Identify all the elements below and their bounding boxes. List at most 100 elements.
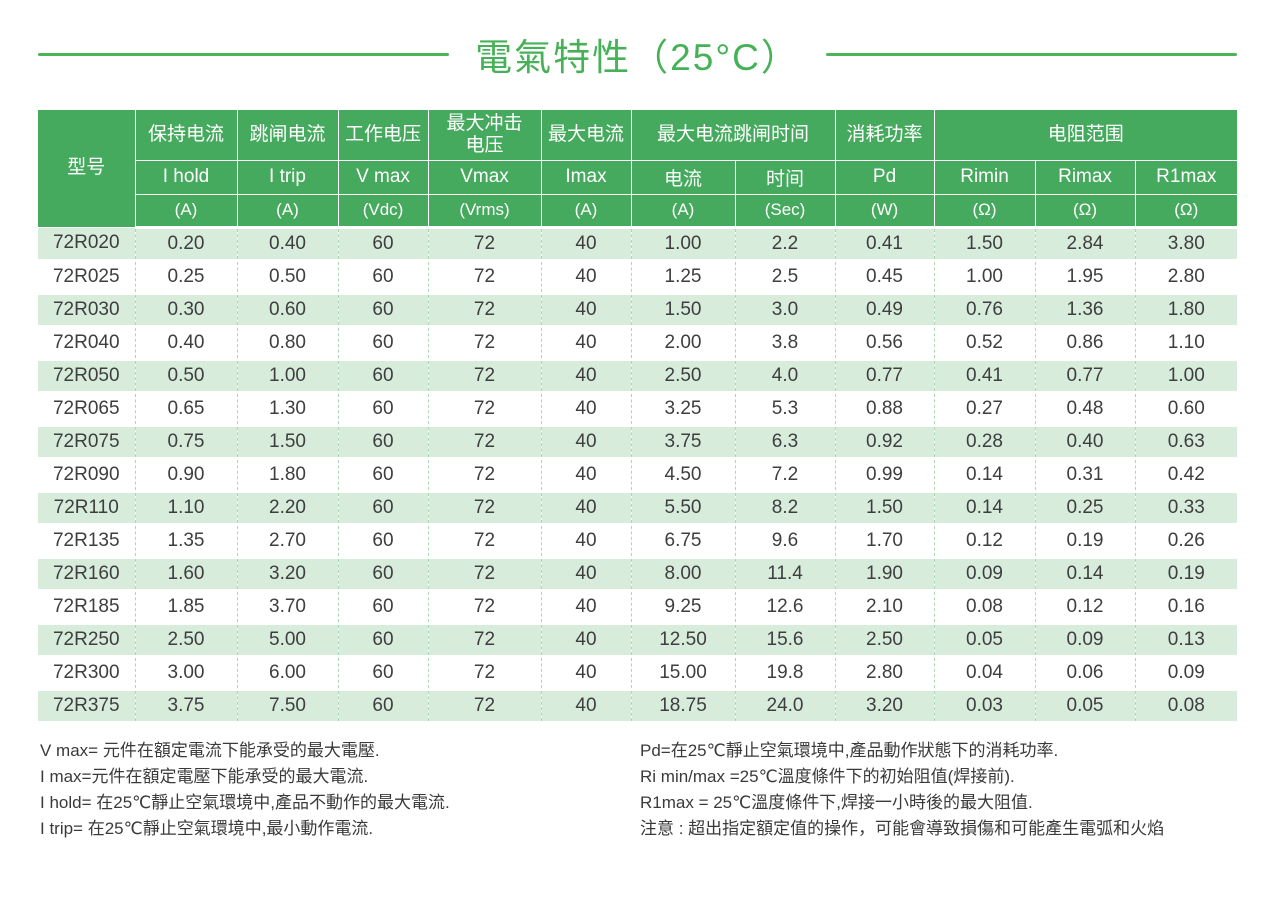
column-symbol-header: R1max — [1135, 160, 1238, 195]
column-symbol-header: Pd — [835, 160, 935, 195]
model-cell: 72R050 — [38, 359, 136, 394]
value-cell: 60 — [338, 689, 429, 724]
value-cell: 1.10 — [1135, 326, 1238, 361]
table-row: 72R300 3.00 6.00 60 72 40 15.00 19.8 2.80 0.04 0.0… — [38, 656, 1238, 691]
footnote-vmax: V max= 元件在額定電流下能承受的最大電壓. — [40, 740, 380, 760]
value-cell: 40 — [541, 557, 632, 592]
value-cell: 60 — [338, 524, 429, 559]
value-cell: 72 — [428, 359, 542, 394]
value-cell: 0.40 — [1035, 425, 1136, 460]
footnote-imax: I max=元件在額定電壓下能承受的最大電流. — [40, 766, 369, 786]
value-cell: 60 — [338, 458, 429, 493]
value-cell: 3.70 — [237, 590, 339, 625]
value-cell: 0.41 — [934, 359, 1036, 394]
value-cell: 0.12 — [1035, 590, 1136, 625]
footnotes: V max= 元件在額定電流下能承受的最大電壓. I max=元件在額定電壓下能… — [40, 738, 1235, 842]
value-cell: 72 — [428, 260, 542, 295]
value-cell: 72 — [428, 491, 542, 526]
model-cell: 72R025 — [38, 260, 136, 295]
value-cell: 2.80 — [1135, 260, 1238, 295]
value-cell: 60 — [338, 227, 429, 262]
model-cell: 72R300 — [38, 656, 136, 691]
value-cell: 60 — [338, 326, 429, 361]
value-cell: 72 — [428, 557, 542, 592]
value-cell: 40 — [541, 425, 632, 460]
column-group-header: 跳闸电流 — [237, 110, 339, 161]
column-unit-header: (Ω) — [1135, 194, 1238, 229]
page-title-row: 電氣特性（25°C） — [38, 26, 1238, 82]
value-cell: 0.08 — [1135, 689, 1238, 724]
model-cell: 72R135 — [38, 524, 136, 559]
table-row: 72R050 0.50 1.00 60 72 40 2.50 4.0 0.77 0.41 0.77 1… — [38, 359, 1238, 394]
footnote-rimin-rimax: Ri min/max =25℃溫度條件下的初始阻值(焊接前). — [640, 766, 1015, 786]
column-symbol-header: Vmax — [428, 160, 542, 195]
value-cell: 0.31 — [1035, 458, 1136, 493]
column-unit-header: (Vrms) — [428, 194, 542, 229]
value-cell: 0.08 — [934, 590, 1036, 625]
value-cell: 3.25 — [631, 392, 736, 427]
value-cell: 6.3 — [735, 425, 836, 460]
value-cell: 8.2 — [735, 491, 836, 526]
value-cell: 40 — [541, 458, 632, 493]
column-unit-header: (Ω) — [1035, 194, 1136, 229]
column-symbol-header: 电流 — [631, 160, 736, 195]
value-cell: 2.70 — [237, 524, 339, 559]
column-header-model: 型号 — [38, 110, 136, 228]
value-cell: 2.20 — [237, 491, 339, 526]
column-symbol-header: Rimax — [1035, 160, 1136, 195]
value-cell: 72 — [428, 590, 542, 625]
value-cell: 72 — [428, 623, 542, 658]
value-cell: 0.09 — [1035, 623, 1136, 658]
value-cell: 1.50 — [631, 293, 736, 328]
column-symbol-header: 时间 — [735, 160, 836, 195]
value-cell: 40 — [541, 590, 632, 625]
value-cell: 4.50 — [631, 458, 736, 493]
table-row: 72R065 0.65 1.30 60 72 40 3.25 5.3 0.88 0.27 0.48 0… — [38, 392, 1238, 427]
value-cell: 11.4 — [735, 557, 836, 592]
value-cell: 0.60 — [237, 293, 339, 328]
value-cell: 40 — [541, 623, 632, 658]
value-cell: 15.6 — [735, 623, 836, 658]
value-cell: 9.6 — [735, 524, 836, 559]
column-unit-header: (A) — [631, 194, 736, 229]
value-cell: 72 — [428, 227, 542, 262]
value-cell: 1.00 — [237, 359, 339, 394]
value-cell: 4.0 — [735, 359, 836, 394]
value-cell: 0.80 — [237, 326, 339, 361]
value-cell: 1.70 — [835, 524, 935, 559]
value-cell: 0.77 — [835, 359, 935, 394]
value-cell: 0.56 — [835, 326, 935, 361]
footnote-ihold: I hold= 在25℃靜止空氣環境中,產品不動作的最大電流. — [40, 792, 450, 812]
footnote-pd: Pd=在25℃靜止空氣環境中,產品動作狀態下的消耗功率. — [640, 740, 1059, 760]
table-row: 72R075 0.75 1.50 60 72 40 3.75 6.3 0.92 0.28 0.40 0… — [38, 425, 1238, 460]
table-row: 72R250 2.50 5.00 60 72 40 12.50 15.6 2.50 0.05 0.0… — [38, 623, 1238, 658]
value-cell: 40 — [541, 491, 632, 526]
value-cell: 1.50 — [835, 491, 935, 526]
title-decorative-line-right — [825, 52, 1238, 56]
column-symbol-header: Rimin — [934, 160, 1036, 195]
model-cell: 72R065 — [38, 392, 136, 427]
value-cell: 72 — [428, 458, 542, 493]
value-cell: 72 — [428, 425, 542, 460]
value-cell: 40 — [541, 392, 632, 427]
value-cell: 8.00 — [631, 557, 736, 592]
value-cell: 2.5 — [735, 260, 836, 295]
value-cell: 0.41 — [835, 227, 935, 262]
value-cell: 0.19 — [1035, 524, 1136, 559]
value-cell: 2.84 — [1035, 227, 1136, 262]
value-cell: 60 — [338, 590, 429, 625]
value-cell: 3.20 — [835, 689, 935, 724]
value-cell: 5.00 — [237, 623, 339, 658]
footnotes-right-column: Pd=在25℃靜止空氣環境中,產品動作狀態下的消耗功率. Ri min/max … — [640, 738, 1235, 842]
value-cell: 40 — [541, 524, 632, 559]
value-cell: 6.75 — [631, 524, 736, 559]
value-cell: 40 — [541, 260, 632, 295]
value-cell: 40 — [541, 656, 632, 691]
table-row: 72R040 0.40 0.80 60 72 40 2.00 3.8 0.56 0.52 0.86 1… — [38, 326, 1238, 361]
value-cell: 3.8 — [735, 326, 836, 361]
table-row: 72R020 0.20 0.40 60 72 40 1.00 2.2 0.41 1.50 2.84 3… — [38, 227, 1238, 262]
value-cell: 0.48 — [1035, 392, 1136, 427]
value-cell: 0.06 — [1035, 656, 1136, 691]
value-cell: 0.77 — [1035, 359, 1136, 394]
column-group-header: 电阻范围 — [934, 110, 1238, 161]
